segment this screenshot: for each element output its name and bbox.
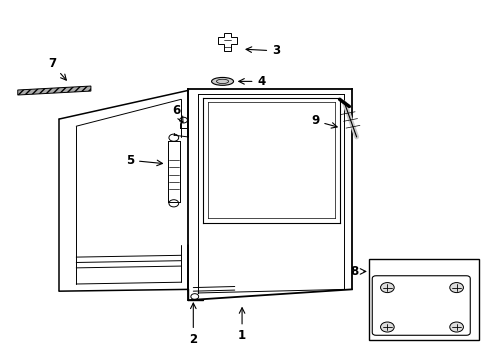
Text: 5: 5 (125, 154, 162, 167)
Text: 4: 4 (238, 75, 265, 88)
Circle shape (449, 322, 463, 332)
Text: 1: 1 (238, 308, 245, 342)
Text: 2: 2 (189, 303, 197, 346)
Text: 8: 8 (349, 265, 365, 278)
Ellipse shape (211, 77, 233, 85)
Bar (368, 259, 478, 339)
Circle shape (380, 322, 393, 332)
Circle shape (380, 283, 393, 293)
Text: 6: 6 (172, 104, 183, 122)
Polygon shape (18, 86, 91, 95)
Text: 7: 7 (48, 57, 66, 80)
Text: 3: 3 (245, 44, 280, 57)
Circle shape (449, 283, 463, 293)
Text: 9: 9 (310, 114, 337, 128)
